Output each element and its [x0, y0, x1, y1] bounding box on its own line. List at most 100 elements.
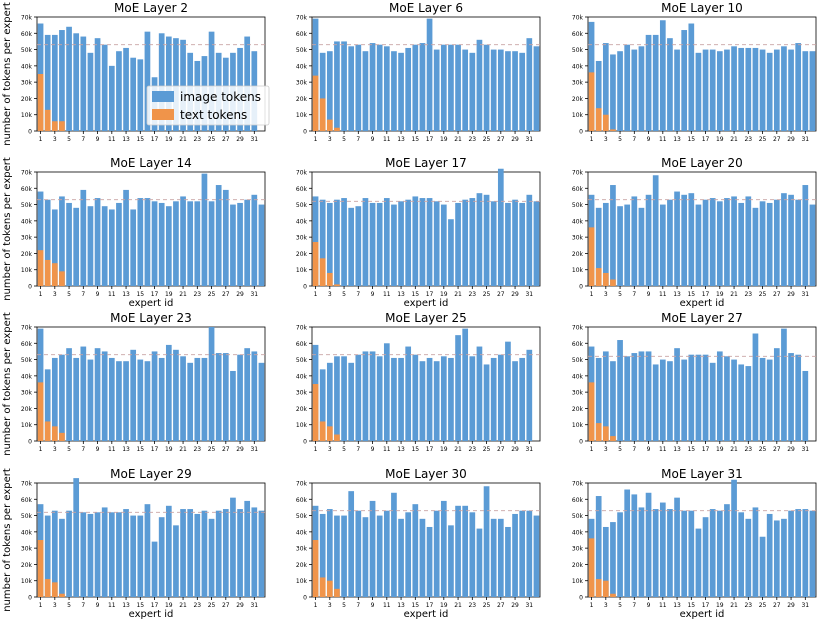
image-token-bar — [469, 356, 476, 441]
image-token-bar — [165, 36, 172, 131]
x-tick-label: 31 — [525, 602, 533, 609]
image-token-bar — [638, 351, 645, 441]
image-token-bar — [362, 198, 369, 286]
text-token-bar — [610, 279, 616, 286]
x-tick-label: 23 — [744, 291, 752, 298]
text-token-bar — [326, 272, 333, 286]
image-token-bar — [638, 46, 645, 131]
image-token-bar — [674, 49, 680, 132]
x-tick-label: 11 — [659, 136, 667, 143]
image-token-bar — [80, 346, 87, 441]
text-token-bar — [44, 259, 51, 286]
x-tick-label: 13 — [673, 291, 681, 298]
subplot-title: MoE Layer 29 — [110, 467, 192, 481]
x-tick-label: 15 — [136, 291, 144, 298]
x-tick-label: 27 — [773, 291, 781, 298]
x-tick-label: 23 — [468, 602, 476, 609]
image-token-bar — [51, 510, 58, 597]
x-tick-label: 3 — [604, 291, 608, 298]
x-tick-label: 7 — [356, 602, 360, 609]
image-token-bar — [440, 44, 447, 131]
y-tick-label: 30k — [21, 235, 33, 242]
y-tick-label: 30k — [21, 80, 33, 87]
image-token-bar — [362, 351, 369, 441]
y-tick-label: 40k — [21, 529, 33, 536]
image-token-bar — [788, 49, 794, 132]
text-token-bar — [602, 580, 609, 597]
x-tick-label: 11 — [383, 446, 391, 453]
image-token-bar — [781, 328, 787, 441]
y-tick-label: 20k — [296, 251, 308, 258]
x-tick-label: 5 — [67, 446, 71, 453]
text-token-bar — [37, 540, 44, 597]
image-token-bar — [731, 196, 737, 286]
image-token-bar — [130, 209, 137, 286]
subplot-title: MoE Layer 30 — [385, 467, 467, 481]
x-tick-label: 7 — [632, 446, 636, 453]
image-token-bar — [809, 51, 816, 132]
y-tick-label: 30k — [572, 80, 584, 87]
image-token-bar — [108, 512, 115, 597]
image-token-bar — [37, 191, 44, 286]
x-tick-label: 11 — [383, 602, 391, 609]
x-tick-label: 11 — [383, 291, 391, 298]
x-tick-label: 31 — [250, 446, 258, 453]
x-tick-label: 27 — [497, 602, 505, 609]
y-tick-label: 60k — [21, 31, 33, 38]
image-token-bar — [695, 528, 702, 597]
image-token-bar — [610, 185, 616, 286]
image-token-bar — [51, 209, 58, 286]
x-tick-label: 27 — [222, 291, 230, 298]
image-token-bar — [230, 497, 236, 597]
image-token-bar — [802, 185, 809, 286]
image-token-bar — [326, 51, 333, 132]
x-tick-label: 1 — [590, 136, 594, 143]
text-token-bar — [312, 75, 319, 131]
image-token-bar — [802, 370, 809, 441]
image-token-bar — [809, 204, 816, 286]
image-token-bar — [788, 353, 794, 441]
image-token-bar — [526, 38, 533, 131]
image-token-bar — [617, 340, 623, 441]
y-tick-label: 0 — [579, 129, 583, 136]
image-token-bar — [773, 49, 780, 132]
image-token-bar — [87, 206, 94, 286]
image-token-bar — [251, 351, 258, 441]
image-token-bar — [738, 202, 745, 286]
text-token-bar — [319, 98, 326, 131]
x-tick-label: 19 — [716, 602, 724, 609]
x-tick-label: 15 — [687, 602, 695, 609]
image-token-bar — [519, 52, 526, 132]
image-token-bar — [802, 509, 809, 597]
x-tick-label: 19 — [165, 291, 173, 298]
text-token-bar — [59, 271, 65, 286]
y-tick-label: 0 — [303, 284, 307, 291]
x-tick-label: 29 — [511, 602, 519, 609]
y-tick-label: 40k — [21, 218, 33, 225]
image-token-bar — [201, 173, 208, 286]
x-tick-label: 19 — [716, 291, 724, 298]
image-token-bar — [87, 359, 94, 441]
image-token-bar — [230, 204, 236, 286]
image-token-bar — [87, 52, 94, 132]
image-token-bar — [709, 509, 716, 597]
y-tick-label: 30k — [296, 80, 308, 87]
image-token-bar — [319, 199, 326, 286]
x-tick-label: 29 — [236, 291, 244, 298]
y-tick-label: 30k — [296, 546, 308, 553]
image-token-bar — [716, 51, 723, 132]
image-token-bar — [391, 357, 397, 441]
image-token-bar — [773, 520, 780, 597]
image-token-bar — [108, 65, 115, 131]
image-token-bar — [326, 362, 333, 441]
x-tick-label: 7 — [356, 291, 360, 298]
y-tick-label: 60k — [21, 497, 33, 504]
text-token-bar — [44, 421, 51, 441]
image-token-bar — [158, 33, 165, 131]
image-token-bar — [724, 356, 730, 441]
x-tick-label: 1 — [314, 446, 318, 453]
subplot-title: MoE Layer 20 — [661, 156, 743, 170]
image-token-bar — [759, 201, 766, 286]
